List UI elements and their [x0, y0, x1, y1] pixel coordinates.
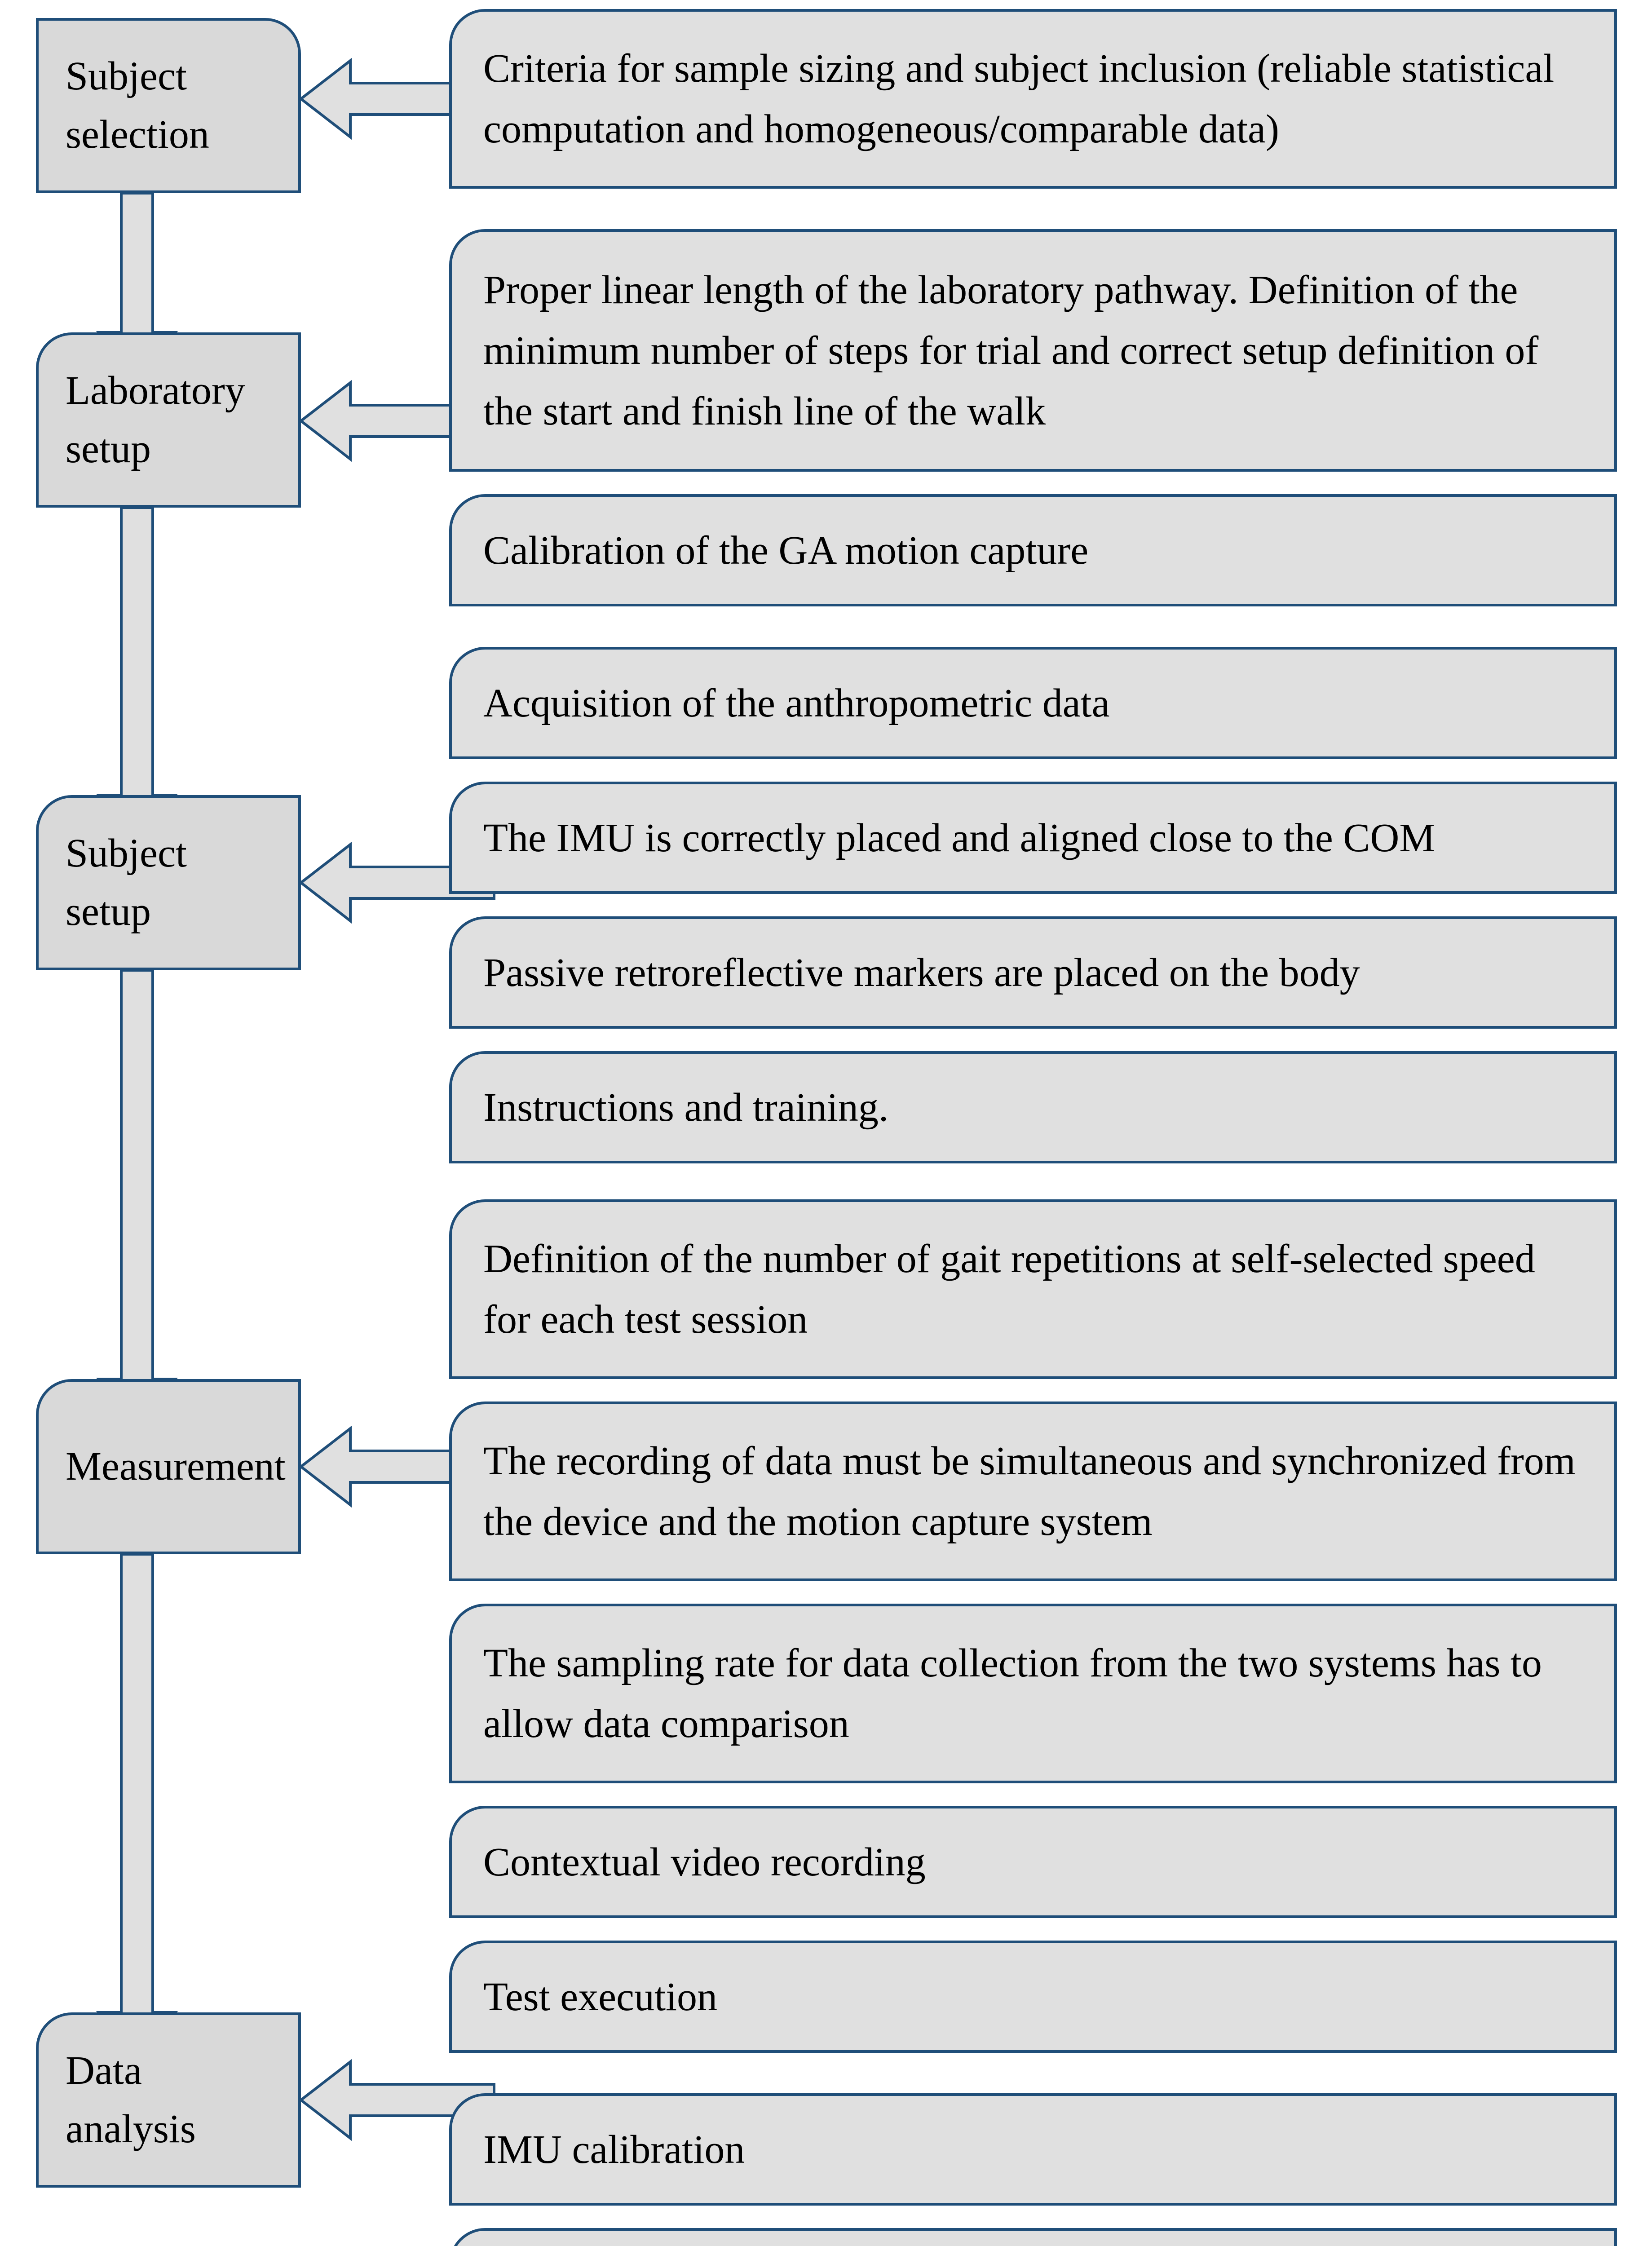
desc-text: Criteria for sample sizing and subject i… — [483, 38, 1583, 159]
desc-measurement: Test execution — [449, 1941, 1617, 2053]
desc-subject-setup: Passive retroreflective markers are plac… — [449, 916, 1617, 1029]
desc-subject-setup: Instructions and training. — [449, 1051, 1617, 1163]
desc-data-analysis: Definition of the data have to be analyz… — [449, 2228, 1617, 2246]
desc-text: The sampling rate for data collection fr… — [483, 1633, 1583, 1754]
desc-measurement: Contextual video recording — [449, 1806, 1617, 1918]
desc-text: Proper linear length of the laboratory p… — [483, 260, 1583, 442]
step-measurement: Measurement — [36, 1379, 301, 1554]
step-label: Data analysis — [66, 2042, 271, 2159]
desc-text: Definition of the number of gait repetit… — [483, 1229, 1583, 1350]
desc-text: The IMU is correctly placed and aligned … — [483, 808, 1435, 868]
step-label: Measurement — [66, 1437, 286, 1496]
down-arrow — [99, 970, 175, 1428]
step-subject-selection: Subject selection — [36, 18, 301, 193]
desc-text: Instructions and training. — [483, 1077, 888, 1138]
desc-text: Passive retroreflective markers are plac… — [483, 942, 1360, 1003]
desc-text: Test execution — [483, 1967, 717, 2027]
step-data-analysis: Data analysis — [36, 2012, 301, 2188]
desc-text: Contextual video recording — [483, 1832, 926, 1892]
desc-measurement: The recording of data must be simultaneo… — [449, 1402, 1617, 1581]
desc-text: Calibration of the GA motion capture — [483, 520, 1088, 581]
desc-subject-selection: Criteria for sample sizing and subject i… — [449, 9, 1617, 189]
step-subject-setup: Subject setup — [36, 795, 301, 970]
desc-laboratory-setup: Calibration of the GA motion capture — [449, 494, 1617, 606]
step-label: Laboratory setup — [66, 362, 271, 479]
desc-text: The recording of data must be simultaneo… — [483, 1431, 1583, 1552]
desc-subject-setup: The IMU is correctly placed and aligned … — [449, 782, 1617, 894]
flowchart-root: Subject selection Laboratory setup Subject… — [0, 0, 1652, 2246]
desc-laboratory-setup: Proper linear length of the laboratory p… — [449, 229, 1617, 472]
desc-text: IMU calibration — [483, 2119, 745, 2180]
desc-measurement: The sampling rate for data collection fr… — [449, 1604, 1617, 1783]
step-label: Subject setup — [66, 824, 271, 942]
step-laboratory-setup: Laboratory setup — [36, 332, 301, 508]
step-label: Subject selection — [66, 47, 271, 164]
down-arrow — [99, 1554, 175, 2062]
down-arrow — [99, 508, 175, 844]
desc-text: Acquisition of the anthropometric data — [483, 673, 1110, 734]
desc-data-analysis: IMU calibration — [449, 2093, 1617, 2206]
desc-measurement: Definition of the number of gait repetit… — [449, 1199, 1617, 1379]
desc-subject-setup: Acquisition of the anthropometric data — [449, 647, 1617, 759]
